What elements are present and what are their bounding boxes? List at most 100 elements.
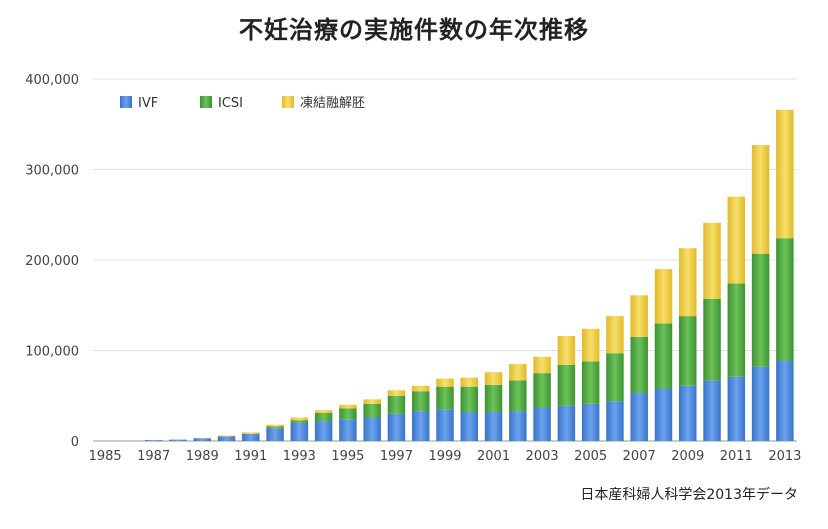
bar-segment-凍結融解胚-2004 xyxy=(557,336,576,365)
bar-segment-IVF-1991 xyxy=(242,433,260,441)
bar-segment-凍結融解胚-2007 xyxy=(630,295,648,337)
legend-swatch-凍結融解胚 xyxy=(282,96,294,108)
bar-segment-凍結融解胚-1992 xyxy=(266,424,284,427)
bar-segment-凍結融解胚-1991 xyxy=(242,432,260,434)
bar-segment-ICSI-2000 xyxy=(460,386,479,413)
bar-segment-凍結融解胚-2001 xyxy=(484,372,503,385)
bar-segment-凍結融解胚-1997 xyxy=(387,390,406,396)
bar-segment-凍結融解胚-2010 xyxy=(703,222,721,299)
bar-segment-ICSI-2012 xyxy=(751,253,770,367)
bar-segment-凍結融解胚-2008 xyxy=(654,269,673,324)
bar-segment-凍結融解胚-2012 xyxy=(751,145,770,254)
legend-label-凍結融解胚: 凍結融解胚 xyxy=(300,95,365,111)
bar-segment-ICSI-1993 xyxy=(290,420,309,423)
bar-segment-ICSI-2001 xyxy=(484,384,503,413)
bar-segment-IVF-2012 xyxy=(751,366,770,441)
bar-segment-ICSI-2005 xyxy=(581,361,600,404)
bar-segment-IVF-2006 xyxy=(606,401,624,441)
bar-segment-凍結融解胚-2011 xyxy=(727,196,746,284)
x-tick-label: 1997 xyxy=(380,449,413,464)
bar-segment-IVF-1998 xyxy=(411,411,430,441)
bar-segment-ICSI-1999 xyxy=(436,386,454,410)
bar-segment-凍結融解胚-1998 xyxy=(411,385,430,392)
bar-segment-凍結融解胚-1996 xyxy=(363,399,381,404)
bar-segment-ICSI-2011 xyxy=(727,283,746,377)
y-tick-label: 100,000 xyxy=(25,345,79,360)
bar-segment-IVF-2009 xyxy=(679,385,697,441)
bar-segment-ICSI-2007 xyxy=(630,336,648,394)
bar-segment-凍結融解胚-1994 xyxy=(314,410,333,413)
bar-segment-ICSI-2004 xyxy=(557,364,576,406)
bar-segment-IVF-1996 xyxy=(363,417,381,441)
bar-segment-IVF-1997 xyxy=(387,413,406,441)
bar-segment-IVF-1988 xyxy=(169,439,187,441)
bar-segment-IVF-1989 xyxy=(193,438,211,441)
y-axis: 0 100,000 200,000 300,000 400,000 xyxy=(25,73,79,450)
bar-segment-ICSI-2008 xyxy=(654,323,673,389)
bar-segment-凍結融解胚-1993 xyxy=(290,417,309,421)
bar-segment-凍結融解胚-1999 xyxy=(436,378,454,387)
x-tick-label: 2009 xyxy=(671,449,704,464)
bar-segment-IVF-1990 xyxy=(217,436,236,441)
bar-segment-IVF-1992 xyxy=(266,428,284,441)
bar-segment-IVF-2007 xyxy=(630,393,648,441)
y-tick-label: 400,000 xyxy=(25,73,79,88)
bar-segment-凍結融解胚-2006 xyxy=(606,316,624,354)
x-axis: 1985 1987 1989 1991 1993 1995 1997 1999 2001 2003… xyxy=(89,449,802,464)
bar-segment-IVF-1994 xyxy=(314,421,333,441)
legend: IVF ICSI 凍結融解胚 xyxy=(120,95,365,111)
bar-segment-ICSI-1994 xyxy=(314,412,333,422)
legend-swatch-ICSI xyxy=(200,96,212,108)
x-tick-label: 1993 xyxy=(283,449,316,464)
y-tick-label: 300,000 xyxy=(25,164,79,179)
bar-segment-ICSI-2002 xyxy=(509,380,527,412)
bar-segment-IVF-2001 xyxy=(484,412,503,441)
bar-segment-凍結融解胚-2005 xyxy=(581,328,600,362)
bar-segment-ICSI-2013 xyxy=(776,238,794,361)
bar-segment-ICSI-1995 xyxy=(339,408,357,420)
bar-segment-ICSI-2006 xyxy=(606,353,624,402)
legend-label-IVF: IVF xyxy=(138,96,158,111)
x-tick-label: 1995 xyxy=(331,449,364,464)
bar-segment-IVF-2011 xyxy=(727,376,746,441)
x-tick-label: 1991 xyxy=(234,449,267,464)
bar-segment-凍結融解胚-2009 xyxy=(679,248,697,317)
bar-segment-凍結融解胚-1989 xyxy=(193,437,211,439)
x-tick-label: 1987 xyxy=(137,449,170,464)
legend-swatch-IVF xyxy=(120,96,132,108)
x-tick-label: 2011 xyxy=(720,449,753,464)
bars xyxy=(144,109,794,441)
x-tick-label: 1985 xyxy=(89,449,122,464)
x-tick-label: 2001 xyxy=(477,449,510,464)
bar-segment-ICSI-1997 xyxy=(387,395,406,414)
x-tick-label: 2013 xyxy=(768,449,801,464)
chart-title: 不妊治療の実施件数の年次推移 xyxy=(239,16,589,44)
bar-segment-IVF-1987 xyxy=(144,440,163,441)
bar-segment-ICSI-1996 xyxy=(363,403,381,418)
bar-segment-IVF-2013 xyxy=(776,360,794,441)
bar-segment-ICSI-1992 xyxy=(266,426,284,429)
bar-segment-凍結融解胚-2002 xyxy=(509,364,527,381)
x-tick-label: 1999 xyxy=(428,449,461,464)
bar-segment-IVF-2002 xyxy=(509,411,527,441)
y-tick-label: 200,000 xyxy=(25,254,79,269)
bar-segment-ICSI-2003 xyxy=(533,373,551,408)
bar-segment-IVF-2003 xyxy=(533,407,551,441)
bar-segment-凍結融解胚-2000 xyxy=(460,377,479,387)
bar-segment-IVF-1999 xyxy=(436,409,454,441)
x-tick-label: 2005 xyxy=(574,449,607,464)
bar-segment-IVF-2010 xyxy=(703,380,721,441)
source-note: 日本産科婦人科学会2013年データ xyxy=(580,487,798,503)
bar-segment-ICSI-2010 xyxy=(703,298,721,381)
bar-segment-IVF-2004 xyxy=(557,405,576,441)
x-tick-label: 2003 xyxy=(526,449,559,464)
bar-segment-IVF-1993 xyxy=(290,422,309,441)
bar-segment-ICSI-2009 xyxy=(679,316,697,386)
bar-segment-凍結融解胚-2003 xyxy=(533,356,551,374)
bar-segment-IVF-2000 xyxy=(460,412,479,441)
y-tick-label: 0 xyxy=(71,435,79,450)
x-tick-label: 1989 xyxy=(186,449,219,464)
bar-segment-IVF-2005 xyxy=(581,403,600,441)
bar-segment-IVF-1995 xyxy=(339,419,357,441)
